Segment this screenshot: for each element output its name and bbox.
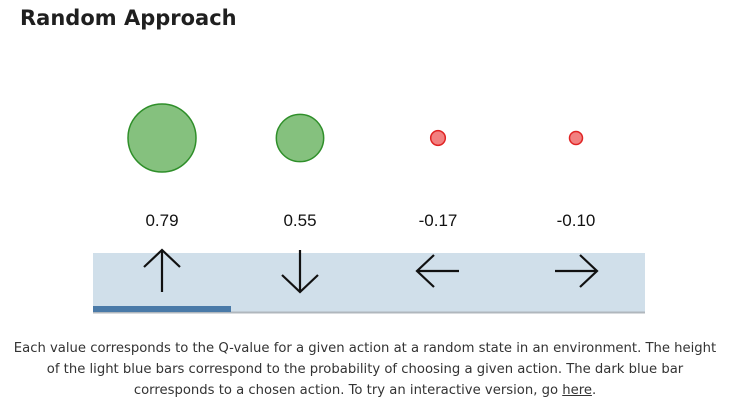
q-value-label: -0.10 — [557, 211, 596, 230]
probability-bar — [507, 253, 645, 312]
q-value-label: 0.55 — [283, 211, 316, 230]
interactive-version-link[interactable]: here — [562, 383, 592, 398]
down-arrow-icon — [281, 250, 319, 294]
caption-text: Each value corresponds to the Q-value fo… — [13, 341, 717, 398]
figure-caption: Each value corresponds to the Q-value fo… — [10, 338, 720, 401]
q-value-circle — [127, 103, 197, 173]
caption-end: . — [591, 383, 597, 398]
up-arrow-icon — [143, 248, 181, 292]
q-value-circle — [429, 129, 447, 147]
right-arrow-icon — [555, 254, 599, 288]
q-value-label: 0.79 — [145, 211, 178, 230]
probability-bar — [369, 253, 507, 312]
q-value-circle — [275, 113, 325, 163]
q-value-circle — [568, 130, 584, 146]
left-arrow-icon — [415, 254, 459, 288]
q-value-diagram: 0.79 0.55 -0.17 -0.10 — [93, 103, 645, 314]
q-value-label: -0.17 — [419, 211, 458, 230]
chosen-action-bar — [93, 306, 231, 312]
section-title: Random Approach — [20, 6, 237, 30]
